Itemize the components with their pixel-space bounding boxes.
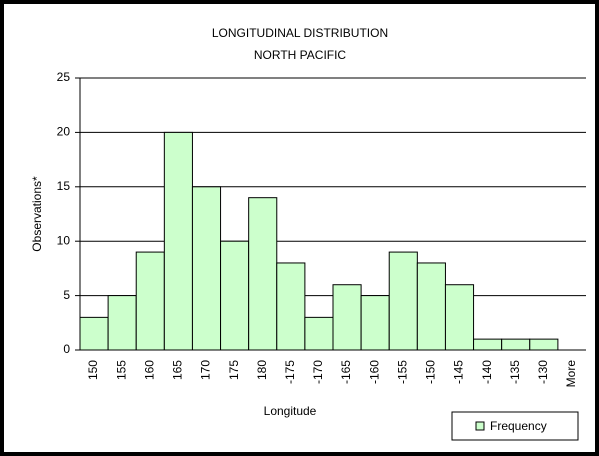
bar: [332, 284, 362, 351]
bar: [304, 316, 334, 351]
x-tick-label: -165: [339, 360, 353, 384]
x-tick-label: More: [564, 360, 578, 388]
x-tick-label: 155: [114, 360, 128, 380]
x-tick-label: 150: [86, 360, 100, 380]
x-tick-label: 175: [227, 360, 241, 380]
chart-title: LONGITUDINAL DISTRIBUTION: [212, 26, 388, 40]
x-tick-label: 165: [171, 360, 185, 380]
bar: [248, 197, 278, 351]
chart-subtitle: NORTH PACIFIC: [254, 48, 347, 62]
y-tick-label: 25: [57, 70, 71, 84]
bar: [501, 338, 531, 351]
x-tick-label: -135: [508, 360, 522, 384]
x-tick-label: 180: [255, 360, 269, 380]
x-tick-label: -175: [283, 360, 297, 384]
bar: [191, 186, 222, 351]
x-tick-label: 170: [199, 360, 213, 380]
bar: [107, 295, 137, 351]
y-tick-label: 15: [57, 179, 71, 193]
x-tick-label: 160: [142, 360, 156, 380]
bar: [444, 284, 475, 351]
x-tick-label: -130: [536, 360, 550, 384]
x-tick-label: -170: [311, 360, 325, 384]
legend-label: Frequency: [490, 419, 547, 433]
x-tick-label: -150: [424, 360, 438, 384]
y-tick-label: 0: [63, 342, 70, 356]
bar: [163, 131, 193, 351]
x-tick-label: -155: [395, 360, 409, 384]
y-axis-label: Observations*: [30, 176, 44, 252]
bar: [529, 338, 559, 351]
bar: [360, 295, 390, 351]
y-tick-label: 20: [57, 125, 71, 139]
bar: [220, 240, 250, 351]
bar: [79, 316, 109, 351]
y-tick-label: 10: [57, 233, 71, 247]
x-axis-label: Longitude: [264, 404, 317, 418]
legend-swatch: [475, 421, 485, 431]
bar: [276, 262, 306, 351]
bar: [416, 262, 446, 351]
bar: [473, 338, 503, 351]
x-tick-label: -145: [452, 360, 466, 384]
x-tick-label: -160: [367, 360, 381, 384]
x-tick-label: -140: [480, 360, 494, 384]
bar: [135, 251, 165, 351]
y-tick-label: 5: [63, 288, 70, 302]
legend-box: [451, 411, 579, 441]
bar: [388, 251, 418, 351]
